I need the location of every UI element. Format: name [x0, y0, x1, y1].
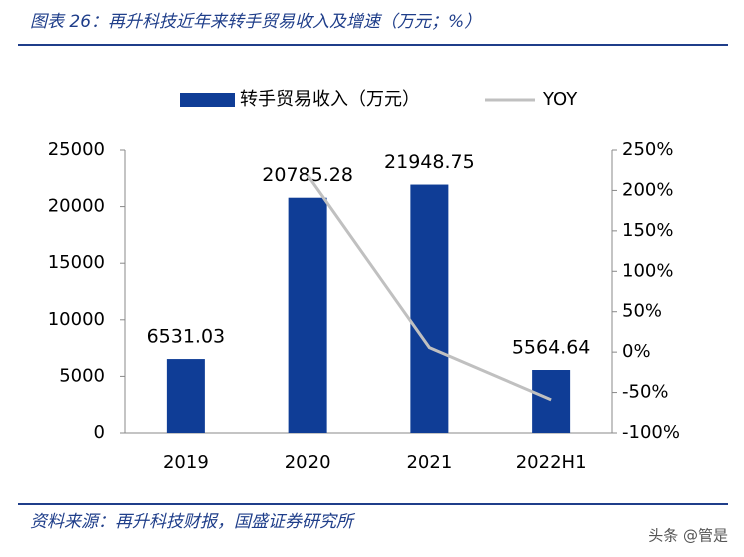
- y-tick-label: 5000: [59, 365, 105, 386]
- source: 资料来源：再升科技财报，国盛证券研究所: [30, 512, 356, 532]
- y2-tick-label: 250%: [622, 139, 673, 160]
- y2-tick-label: 50%: [622, 301, 662, 322]
- x-tick-label: 2020: [285, 452, 331, 473]
- value-label: 6531.03: [147, 326, 226, 348]
- y2-tick-label: 0%: [622, 341, 651, 362]
- value-label: 21948.75: [384, 151, 475, 173]
- bar: [410, 184, 449, 433]
- x-tick-label: 2021: [406, 452, 452, 473]
- legend-label: 转手贸易收入（万元）: [240, 89, 420, 110]
- y2-tick-label: 150%: [622, 220, 673, 241]
- y-tick-label: 25000: [48, 139, 105, 160]
- y2-tick-label: 100%: [622, 260, 673, 281]
- legend-swatch: [180, 93, 235, 107]
- value-label: 20785.28: [262, 164, 353, 186]
- x-tick-label: 2022H1: [516, 452, 587, 473]
- y2-tick-label: -100%: [622, 422, 680, 443]
- bar: [288, 197, 327, 433]
- y2-tick-label: 200%: [622, 179, 673, 200]
- legend-label: YOY: [542, 89, 578, 110]
- yoy-line: [306, 174, 552, 402]
- y-tick-label: 10000: [48, 309, 105, 330]
- y-tick-label: 0: [94, 422, 105, 443]
- watermark: 头条 @管是: [648, 527, 728, 545]
- y-tick-label: 15000: [48, 252, 105, 273]
- bar: [532, 370, 571, 433]
- y2-tick-label: -50%: [622, 382, 669, 403]
- y-tick-label: 20000: [48, 196, 105, 217]
- page-title: 图表 26：再升科技近年来转手贸易收入及增速（万元；%）: [30, 12, 481, 32]
- value-label: 5564.64: [512, 337, 591, 359]
- bar: [166, 359, 205, 433]
- x-tick-label: 2019: [163, 452, 209, 473]
